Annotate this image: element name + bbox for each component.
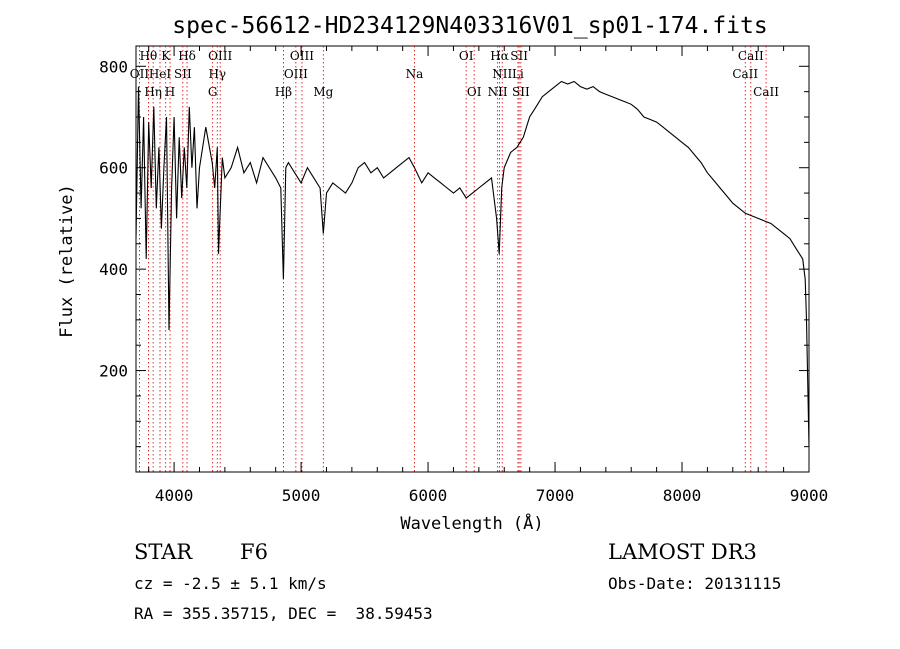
flux-series-line [135, 80, 810, 447]
spectral-line-label: OI [459, 49, 474, 63]
spectral-line-label: NII [492, 67, 512, 81]
x-tick-label: 4000 [155, 486, 194, 505]
spectral-line-label: NII [488, 85, 508, 99]
y-tick-label: 400 [99, 260, 128, 279]
spectral-line-label: OIII [208, 49, 232, 63]
y-axis: 200 400 600 800 [99, 57, 809, 448]
observation-date: Obs-Date: 20131115 [608, 574, 782, 593]
spectral-line-label: Hγ [208, 67, 226, 81]
spectral-line-label: OIII [290, 49, 314, 63]
spectral-line-label: OIII [284, 67, 308, 81]
x-tick-label: 8000 [663, 486, 702, 505]
object-class: STAR [134, 540, 193, 564]
object-subclass: F6 [240, 540, 268, 564]
spectral-line-label: Hβ [275, 85, 292, 99]
redshift-velocity: cz = -2.5 ± 5.1 km/s [134, 574, 327, 593]
x-tick-label: 7000 [536, 486, 575, 505]
survey-name: LAMOST DR3 [608, 540, 757, 564]
spectral-line-label: Na [406, 67, 424, 81]
spectral-line-label: Hα [490, 49, 509, 63]
spectral-line-label: OII [130, 67, 150, 81]
y-tick-label: 800 [99, 57, 128, 76]
spectral-line-label: H [165, 85, 175, 99]
x-tick-label: 5000 [282, 486, 321, 505]
spectral-line-label: G [208, 85, 218, 99]
spectral-line-label: CaII [753, 85, 779, 99]
x-tick-label: 6000 [409, 486, 448, 505]
spectral-line-label: Mg [313, 85, 333, 99]
spectral-line-label: HeI [149, 67, 172, 81]
spectral-line-label: Hθ [140, 49, 158, 63]
x-axis: 4000 5000 6000 7000 8000 9000 [148, 46, 829, 505]
spectral-line-label: SII [512, 85, 530, 99]
spectral-line-label: CaII [732, 67, 758, 81]
y-tick-label: 600 [99, 159, 128, 178]
spectral-line-label: Hδ [178, 49, 196, 63]
spectral-line-label: SII [510, 49, 528, 63]
spectral-line-markers [139, 46, 767, 472]
spectral-line-label: Li [512, 67, 524, 81]
spectral-line-label: OI [467, 85, 482, 99]
x-axis-label: Wavelength (Å) [400, 512, 543, 534]
chart-title: spec-56612-HD234129N403316V01_sp01-174.f… [172, 13, 767, 39]
coordinates: RA = 355.35715, DEC = 38.59453 [134, 604, 433, 623]
spectral-line-label: CaII [738, 49, 764, 63]
y-axis-label: Flux (relative) [57, 184, 77, 338]
plot-area [135, 45, 810, 473]
y-tick-label: 200 [99, 362, 128, 381]
x-tick-label: 9000 [790, 486, 829, 505]
spectral-line-labels: OII Hθ Hη K HeI H SII Hδ OIII Hγ G Hβ OIII OIII Mg Na OI… [130, 49, 779, 99]
spectral-line-label: SII [174, 67, 192, 81]
spectral-line-label: Hη [144, 85, 162, 99]
spectral-line-label: K [161, 49, 171, 63]
